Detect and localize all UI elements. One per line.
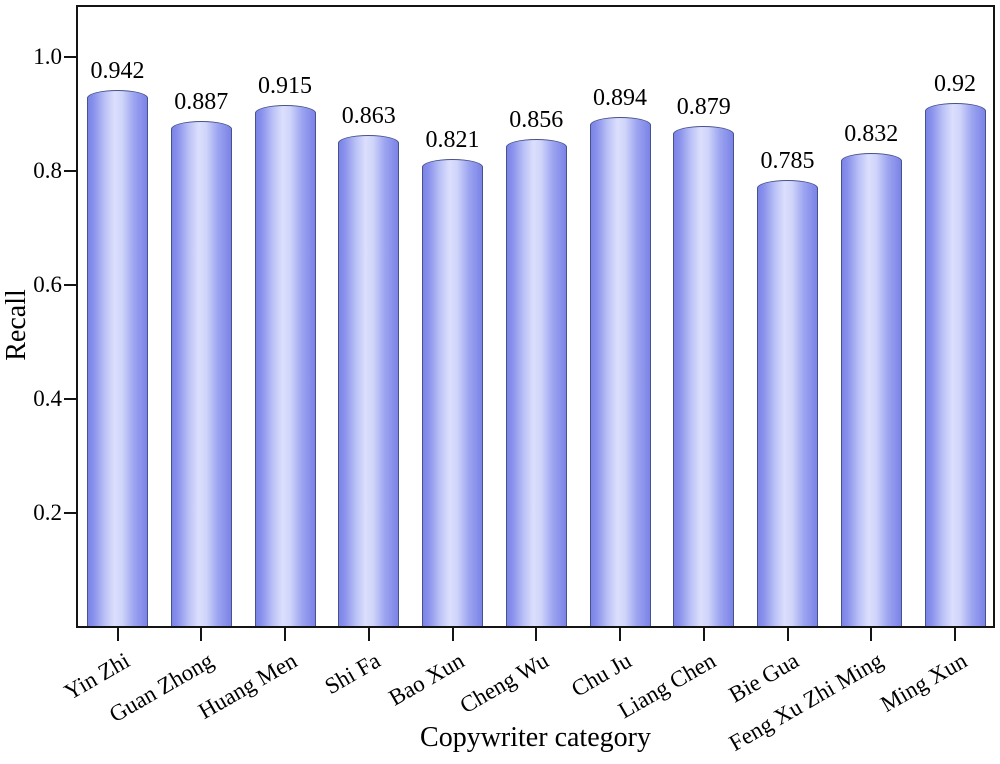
bar-cheng-wu — [505, 139, 567, 628]
x-axis-tick — [954, 628, 956, 641]
x-axis-tick — [200, 628, 203, 641]
bar-value-label: 0.942 — [90, 58, 145, 85]
bar-shi-fa — [338, 135, 400, 628]
x-axis-tick — [870, 628, 873, 641]
y-axis-title: Recall — [1, 289, 32, 361]
x-axis-tick — [116, 628, 119, 641]
bar-liang-chen — [673, 125, 735, 628]
bar-value-label: 0.92 — [934, 70, 976, 97]
x-axis-tick — [702, 628, 705, 641]
x-axis-tick — [284, 628, 286, 641]
bar-value-label: 0.821 — [425, 127, 480, 154]
x-tick-label-cheng-wu: Cheng Wu — [455, 647, 553, 719]
x-axis-tick — [535, 628, 538, 641]
bar-huang-men — [254, 105, 316, 628]
y-axis-tick — [64, 170, 76, 172]
y-axis-tick — [64, 512, 76, 514]
bar-value-label: 0.863 — [341, 103, 396, 130]
bar-value-label: 0.915 — [258, 73, 312, 100]
x-axis-tick — [451, 628, 454, 641]
bar-feng-xu-zhi-ming — [840, 152, 902, 628]
bar-yin-zhi — [87, 90, 148, 628]
y-axis-tick — [64, 56, 76, 58]
bar-bao-xun — [422, 159, 483, 628]
bar-ming-xun — [924, 102, 986, 628]
y-axis-tick — [64, 284, 76, 286]
y-tick-label-0.2: 0.2 — [33, 500, 62, 525]
x-tick-label-bao-xun: Bao Xun — [384, 647, 469, 711]
y-axis-title-wrap: Recall — [1, 225, 33, 425]
bar-value-label: 0.879 — [676, 93, 731, 120]
bar-value-label: 0.887 — [174, 89, 229, 116]
bar-bie-gua — [757, 179, 818, 628]
y-tick-label-0.4: 0.4 — [33, 386, 62, 411]
bar-value-label: 0.832 — [844, 120, 899, 147]
x-axis-tick — [786, 628, 789, 641]
bar-chu-ju — [589, 117, 651, 628]
x-axis-title: Copywriter category — [420, 722, 651, 753]
x-axis-tick — [619, 628, 621, 641]
x-tick-label-ming-xun: Ming Xun — [876, 647, 971, 717]
y-tick-label-0.8: 0.8 — [33, 158, 62, 183]
bar-guan-zhong — [170, 121, 232, 628]
bar-value-label: 0.785 — [760, 147, 815, 174]
y-axis-tick — [64, 398, 76, 400]
y-tick-label-1.0: 1.0 — [33, 44, 62, 69]
bar-value-label: 0.894 — [593, 85, 647, 112]
x-axis-tick — [367, 628, 370, 641]
y-tick-label-0.6: 0.6 — [33, 272, 62, 297]
x-tick-label-shi-fa: Shi Fa — [320, 647, 385, 700]
bar-value-label: 0.856 — [509, 107, 564, 134]
